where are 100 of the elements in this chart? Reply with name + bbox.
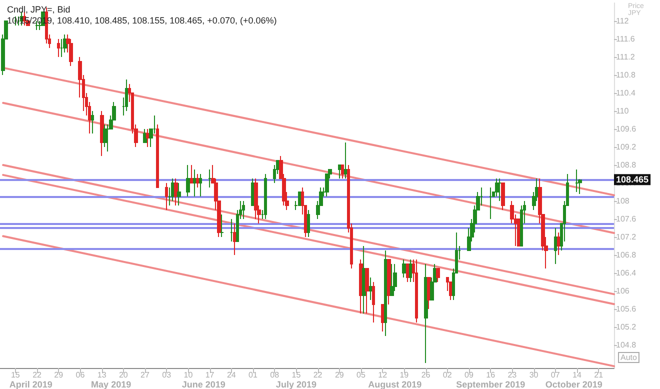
x-tick-label: 15 [10,370,20,380]
x-tick-label: 29 [54,370,64,380]
text: Auto [620,353,638,362]
candlestick [196,174,199,188]
x-tick-label: 01 [248,370,258,380]
candlestick [60,38,63,58]
x-tick-label: 03 [162,370,172,380]
candlestick [146,128,150,148]
y-tick-label: 110.4 [616,88,636,98]
x2-tick-label: June 2019 [182,380,226,389]
x-tick-label: 14 [572,370,582,380]
y-tick-label: 109.2 [616,142,637,152]
candlestick [557,232,560,256]
x2-tick-label: October 2019 [545,380,602,389]
x-tick-label: 22 [32,370,42,380]
x-tick-label: 13 [97,370,107,380]
candlestick [365,268,369,314]
candlestick [344,142,347,180]
x-tick-label: 19 [400,370,410,380]
x-tick-label: 16 [486,370,496,380]
x-tick-label: 22 [313,370,323,380]
x-tick-label: 05 [356,370,366,380]
candlestick [436,268,440,283]
candlestick [390,264,394,296]
x-tick-label: 29 [334,370,344,380]
candlestick [177,182,181,206]
x-tick-label: 06 [76,370,86,380]
candlestick [402,259,406,278]
candlestick [298,192,301,206]
candlestick [341,164,344,180]
candlestick [415,259,418,324]
y-tick-label: 106.4 [616,268,637,278]
candlestick [338,164,341,180]
candlestick [125,79,128,112]
x-tick-label: 02 [442,370,452,380]
candlestick [233,223,236,256]
candlestick [409,259,412,283]
candlestick [220,214,224,238]
x-tick-label: 24 [226,370,236,380]
x-tick-label: 30 [529,370,539,380]
y-tick-label: 106 [616,286,630,296]
y-tick-label: 105.2 [616,322,637,332]
y-tick-label: 112 [616,16,630,26]
candlestick [495,178,499,198]
x-tick-label: 10 [184,370,194,380]
candlestick [91,110,94,134]
y-tick-label: 108.8 [616,160,637,170]
candlestick [517,218,520,247]
text: 108.465 [616,174,649,185]
candlestick [63,34,67,54]
candlestick [254,178,258,220]
x-tick-label: 15 [292,370,302,380]
candlestick [369,277,372,301]
x-tick-label: 12 [378,370,388,380]
x-tick-label: 17 [205,370,215,380]
y-tick-label: 105.6 [616,304,637,314]
candlestick [501,182,505,211]
candlestick [143,128,147,144]
x-tick-label: 08 [270,370,280,380]
x-tick-label: 23 [508,370,518,380]
x2-tick-label: September 2019 [456,380,526,389]
candlestick [393,264,397,292]
y-tick-label: 111.6 [616,34,636,44]
candlestick [156,124,159,188]
y-tick-label: 104.8 [616,340,637,350]
y-tick-label: 111.2 [616,52,636,62]
candlestick [520,205,523,247]
candlestick [372,282,375,324]
candlestick [264,174,267,220]
candlestick [174,178,178,206]
candlestick [307,210,310,238]
candlestick [193,169,196,198]
candlestick [498,178,502,202]
candlestick [230,218,233,242]
x2-tick-label: April 2019 [9,380,52,389]
candlestick [480,187,483,206]
y-tick-label: 107.2 [616,232,637,242]
y-tick-label: 109.6 [616,124,637,134]
y-tick-label: 107.6 [616,214,637,224]
y-tick-label: 110 [616,106,630,116]
candlestick [190,164,193,184]
x-tick-label: 21 [594,370,604,380]
y-tick-label: 110.8 [616,70,636,80]
x-tick-label: 09 [464,370,474,380]
candlestick [69,38,73,67]
candlestick [208,169,212,188]
candlestick [575,169,579,193]
x2-tick-label: May 2019 [91,380,132,389]
x-tick-label: 27 [140,370,150,380]
x2-tick-label: July 2019 [276,380,316,389]
candlestick [554,228,557,265]
candlestick [242,200,245,220]
x-tick-label: 07 [550,370,560,380]
candlestick [381,304,384,332]
candlestick [406,264,409,283]
y-tick-label: 108 [616,196,630,206]
candlestick [165,182,168,211]
candlestick [489,187,492,220]
candlestick [424,264,428,364]
candlestick [57,38,60,58]
